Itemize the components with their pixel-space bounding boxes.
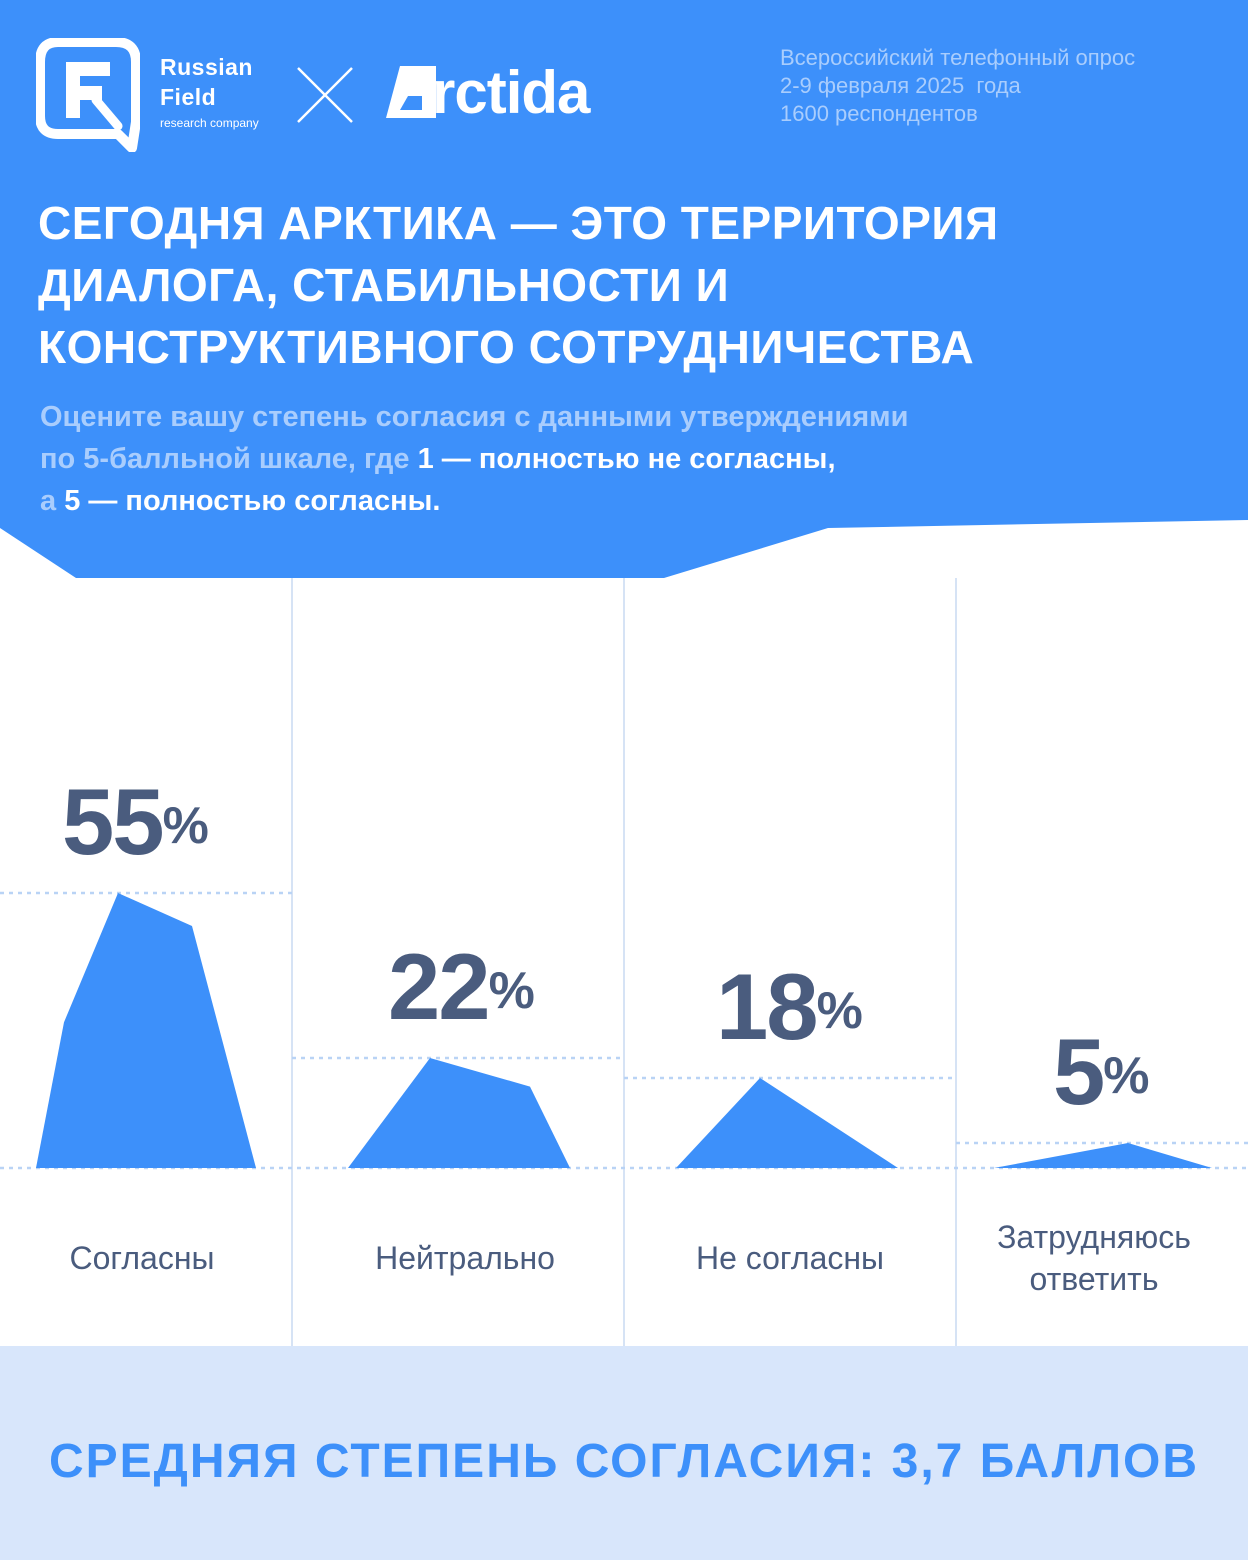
value-label-1: 55% (62, 775, 209, 869)
question-line-2: по 5-балльной шкале, где 1 — полностью н… (40, 438, 908, 480)
value-label-2: 22% (388, 940, 535, 1034)
russian-field-logo-icon (36, 38, 140, 152)
footer-banner: СРЕДНЯЯ СТЕПЕНЬ СОГЛАСИЯ: 3,7 БАЛЛОВ (0, 1346, 1248, 1560)
arctida-wordmark: rctida (432, 59, 590, 126)
title-line-1: СЕГОДНЯ АРКТИКА — ЭТО ТЕРРИТОРИЯ (38, 197, 999, 249)
value-number: 5 (1053, 1019, 1105, 1124)
results-chart (0, 578, 1248, 1346)
category-label-4: Затрудняюсь ответить (938, 1216, 1248, 1300)
arctida-logo-icon (386, 66, 436, 118)
title-line-2: ДИАЛОГА, СТАБИЛЬНОСТИ И (38, 259, 730, 311)
average-score: СРЕДНЯЯ СТЕПЕНЬ СОГЛАСИЯ: 3,7 БАЛЛОВ (48, 1435, 1199, 1488)
brand-name-line1: Russian (160, 54, 253, 80)
brand-subtitle: research company (160, 116, 259, 130)
header-background (0, 0, 1248, 578)
category-label-1: Согласны (0, 1237, 298, 1279)
value-label-3: 18% (716, 960, 863, 1054)
category-label-line: Нейтрально (375, 1240, 555, 1276)
category-label-2: Нейтрально (309, 1237, 621, 1279)
bar-3 (676, 1078, 898, 1168)
category-label-line: ответить (1029, 1261, 1159, 1297)
question-line-3-bold: 5 — полностью согласны. (64, 485, 441, 517)
page-title: СЕГОДНЯ АРКТИКА — ЭТО ТЕРРИТОРИЯ ДИАЛОГА… (38, 192, 999, 378)
survey-method: Всероссийский телефонный опрос (780, 45, 1136, 70)
question-line-1: Оцените вашу степень согласия с данными … (40, 401, 909, 433)
question-line-2-bold: 1 — полностью не согласны, (417, 443, 836, 475)
brand-name-line2: Field (160, 84, 217, 110)
title-line-3: КОНСТРУКТИВНОГО СОТРУДНИЧЕСТВА (38, 321, 975, 373)
question-line-3: а 5 — полностью согласны. (40, 480, 908, 522)
survey-dates: 2-9 февраля 2025 года (780, 73, 1021, 98)
value-label-4: 5% (1053, 1025, 1150, 1119)
category-label-line: Не согласны (695, 1240, 885, 1276)
value-number: 18 (716, 954, 819, 1059)
question-text: Оцените вашу степень согласия с данными … (40, 396, 908, 522)
category-label-line: Затрудняюсь (997, 1219, 1191, 1255)
category-label-3: Не согласны (634, 1237, 946, 1279)
question-line-3-plain: а (40, 485, 65, 517)
value-number: 55 (62, 769, 165, 874)
bar-4 (994, 1143, 1212, 1168)
russian-field-wordmark: Russian Field research company (160, 52, 259, 132)
survey-sample: 1600 респондентов (780, 101, 978, 126)
value-number: 22 (388, 934, 491, 1039)
survey-info: Всероссийский телефонный опрос 2-9 февра… (780, 44, 1135, 128)
value-unit: % (816, 982, 863, 1040)
value-unit: % (1103, 1047, 1150, 1105)
bar-1 (36, 893, 256, 1168)
collaboration-cross-icon (297, 67, 353, 123)
value-unit: % (488, 962, 535, 1020)
value-unit: % (162, 797, 209, 855)
question-line-2-plain: по 5-балльной шкале, где (40, 443, 418, 475)
category-label-line: Согласны (69, 1240, 215, 1276)
bar-2 (348, 1058, 570, 1168)
